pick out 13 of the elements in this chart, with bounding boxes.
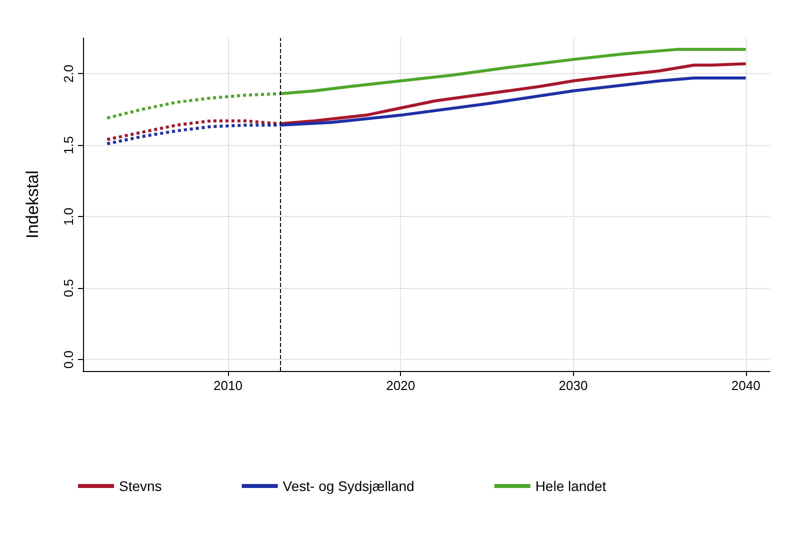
x-tick-label: 2020 [386, 378, 416, 393]
legend-label: Hele landet [535, 478, 606, 494]
x-tick-label: 2010 [214, 378, 242, 393]
y-tick-label: 0.5 [61, 279, 76, 298]
x-tick-label: 2040 [731, 378, 760, 393]
x-tick-label: 2030 [558, 378, 588, 393]
y-tick-label: 1.0 [61, 208, 76, 226]
y-tick-label: 0.0 [61, 350, 76, 369]
y-tick-label: 1.5 [61, 136, 76, 154]
legend-label: Vest- og Sydsjælland [282, 478, 414, 494]
legend-label: Stevns [119, 478, 162, 494]
y-tick-label: 2.0 [61, 64, 76, 83]
y-axis-title: Indekstal [23, 170, 42, 239]
